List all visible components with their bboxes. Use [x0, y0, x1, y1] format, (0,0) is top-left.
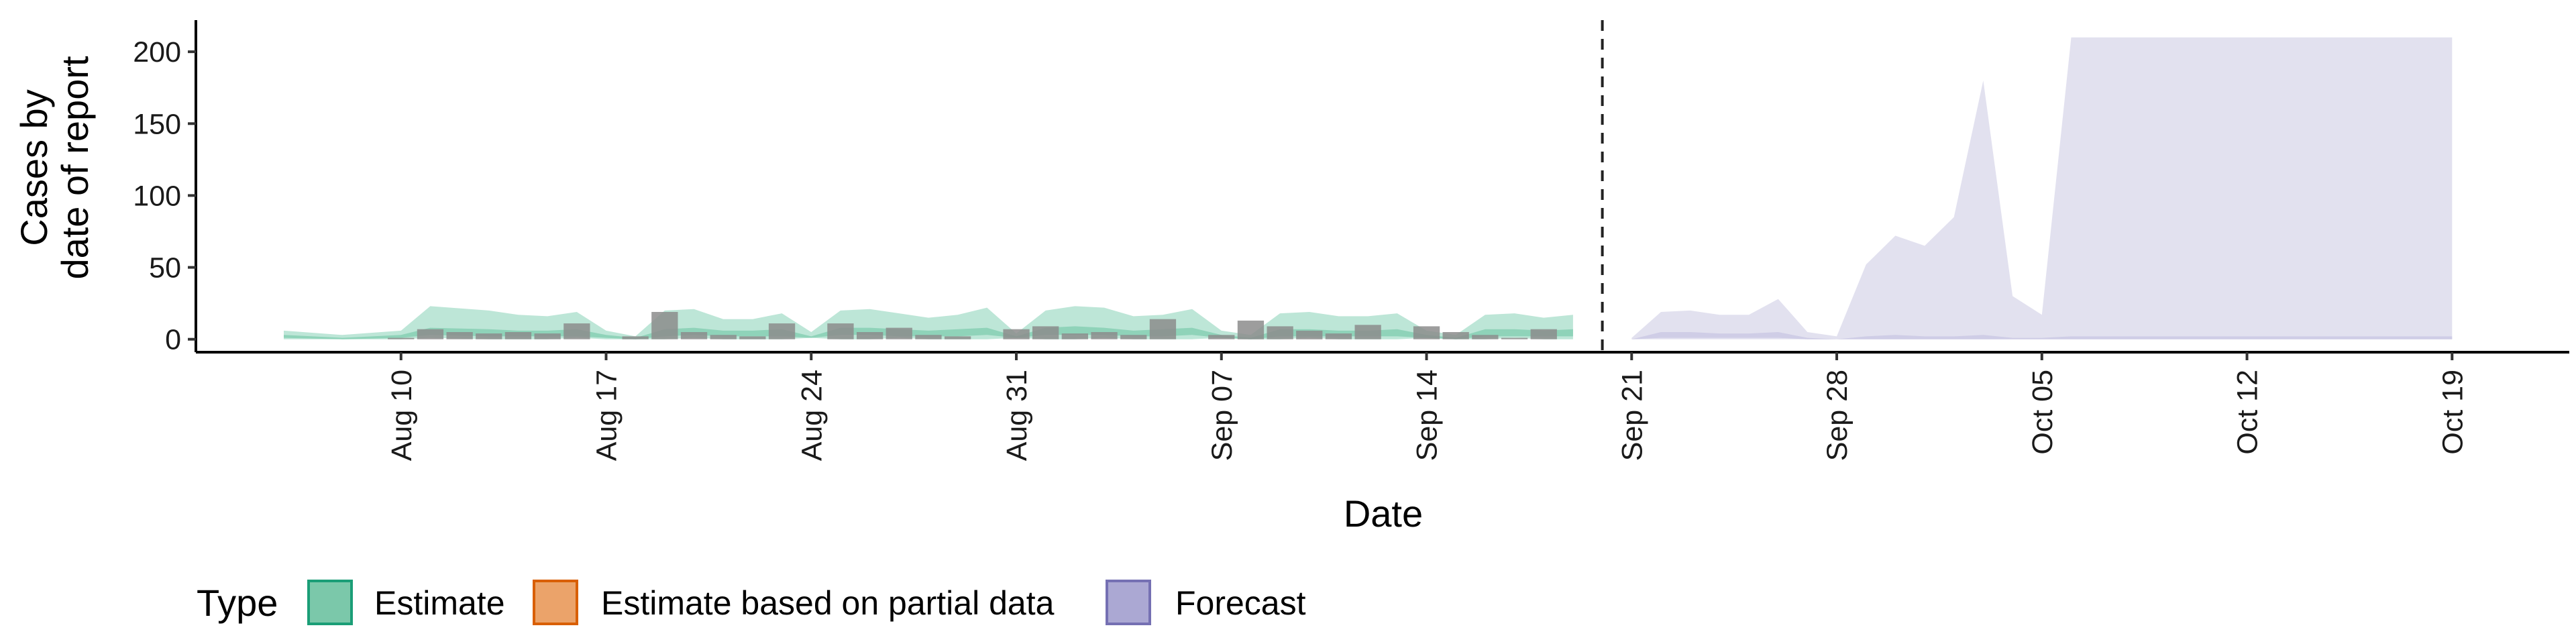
observed-case-bar [915, 335, 942, 339]
observed-case-bar [534, 333, 561, 339]
legend-swatch-estimate [307, 580, 353, 625]
x-tick-label: Aug 31 [1001, 370, 1033, 461]
axes: 0 50 100 150 200 Aug 10 Aug 17 Aug 24 Aug 31 Sep … [133, 20, 2569, 461]
observed-case-bar [768, 323, 796, 339]
observed-case-bar [446, 332, 473, 339]
legend-label-estimate: Estimate [374, 584, 505, 622]
x-tick-label: Sep 28 [1821, 370, 1854, 461]
x-tick-label: Aug 24 [796, 370, 828, 461]
observed-case-bar [417, 329, 444, 339]
estimate-outer-band [284, 306, 1573, 339]
observed-case-bar [1091, 332, 1118, 339]
observed-case-bar [1061, 333, 1088, 339]
observed-case-bar [1472, 335, 1499, 339]
y-axis-title: Cases by date of report [13, 56, 96, 280]
legend-title: Type [197, 582, 278, 624]
observed-case-bar [1413, 326, 1440, 339]
observed-case-bar [504, 332, 532, 339]
x-tick-label: Aug 10 [386, 370, 418, 461]
x-tick-label: Oct 19 [2436, 370, 2469, 455]
x-tick-label: Sep 14 [1411, 370, 1444, 461]
observed-case-bar [622, 336, 649, 339]
observed-case-bar [1149, 319, 1177, 339]
observed-case-bar [739, 336, 766, 339]
legend-label-partial-estimate: Estimate based on partial data [601, 584, 1055, 622]
x-tick-label: Sep 07 [1206, 370, 1238, 461]
forecast-inner-band [1631, 332, 2453, 339]
y-tick-label: 200 [133, 36, 181, 68]
forecast-outer-band [1631, 37, 2453, 339]
observed-case-bar [1003, 329, 1030, 339]
observed-case-bar [388, 337, 415, 339]
observed-case-bar [1032, 326, 1059, 339]
observed-case-bar [945, 336, 971, 339]
y-axis-title-line-2: date of report [54, 56, 96, 280]
observed-case-bar [1354, 325, 1381, 339]
observed-case-bar [885, 327, 912, 339]
x-tick-label: Oct 12 [2232, 370, 2264, 455]
observed-case-bar [827, 323, 854, 339]
y-tick-label: 100 [133, 180, 181, 212]
observed-case-bar [1237, 320, 1265, 339]
y-tick-label: 0 [165, 324, 181, 356]
observed-case-bar [1267, 326, 1293, 339]
observed-case-bar [1120, 335, 1147, 339]
plot-area [284, 20, 2453, 352]
observed-case-bar [1325, 333, 1352, 339]
observed-case-bar [1208, 335, 1235, 339]
observed-case-bar [564, 323, 590, 339]
x-tick-label: Aug 17 [591, 370, 623, 461]
x-axis-title: Date [1344, 492, 1423, 535]
observed-case-bar [476, 333, 502, 339]
legend: Type Estimate Estimate based on partial … [197, 580, 1306, 625]
legend-swatch-partial-estimate [533, 580, 578, 625]
observed-case-bar [651, 312, 678, 339]
observed-case-bar [1530, 329, 1557, 339]
observed-case-bar [1501, 337, 1528, 339]
observed-case-bar [680, 332, 708, 339]
x-tick-label: Sep 21 [1616, 370, 1648, 461]
y-tick-label: 50 [149, 252, 181, 284]
observed-case-bar [857, 332, 883, 339]
y-tick-label: 150 [133, 108, 181, 140]
observed-case-bar [1296, 330, 1323, 339]
observed-case-bar [1442, 332, 1469, 339]
x-tick-label: Oct 05 [2027, 370, 2059, 455]
y-axis-title-line-1: Cases by [13, 89, 55, 246]
observed-case-bar [710, 335, 737, 339]
estimate-inner-band [284, 326, 1573, 339]
legend-label-forecast: Forecast [1175, 584, 1306, 622]
legend-swatch-forecast [1106, 580, 1151, 625]
